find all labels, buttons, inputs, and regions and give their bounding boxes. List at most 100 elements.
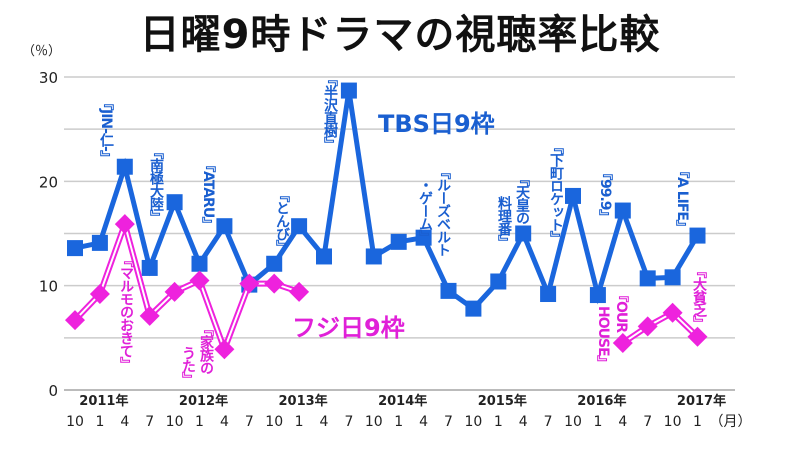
fuji-data-point: [114, 214, 135, 235]
x-tick-label: 1: [693, 414, 702, 430]
annotation-a-life: 『A LIFE』: [674, 164, 690, 233]
fuji-data-point: [662, 302, 683, 323]
x-tick-label: 7: [344, 414, 353, 430]
x-tick-label: 10: [166, 414, 184, 430]
fuji-data-point: [189, 270, 210, 291]
annotation-kazoku-no-uta-1: 『家族の: [198, 322, 214, 374]
fuji-data-point: [164, 281, 185, 302]
year-label: 2014年: [378, 393, 427, 409]
tbs-data-point: [67, 240, 83, 257]
annotation-roosevelt-game-2: ・ゲーム』: [417, 178, 433, 243]
annotation-tonbi: 『とんび』: [274, 188, 290, 253]
tbs-data-point: [565, 187, 581, 204]
year-label: 2016年: [577, 393, 626, 409]
annotation-marumo-no-okite: 『マルモのおきて』: [118, 253, 134, 370]
year-label: 2015年: [478, 393, 527, 409]
fuji-series-line-inner: [74, 220, 300, 353]
x-tick-label: 1: [394, 414, 403, 430]
fuji-data-point: [289, 281, 310, 302]
fuji-data-point: [139, 305, 160, 326]
tbs-data-point: [216, 218, 233, 235]
x-tick-label: 4: [220, 414, 229, 430]
x-tick-label: 7: [444, 414, 453, 430]
x-tick-label: 1: [494, 414, 503, 430]
year-label: 2017年: [677, 393, 726, 409]
x-tick-label: 1: [95, 414, 104, 430]
annotation-ataru: 『ATARU』: [200, 158, 216, 231]
x-tick-label: 1: [593, 414, 602, 430]
tbs-data-point: [515, 225, 532, 242]
x-tick-label: 7: [544, 414, 553, 430]
x-tick-label: 10: [66, 414, 84, 430]
x-tick-label: 4: [618, 414, 627, 430]
tbs-data-point: [116, 158, 133, 175]
tbs-data-point: [639, 270, 656, 287]
x-tick-label: 10: [664, 414, 682, 430]
annotation-99-9: 『99.9』: [597, 166, 613, 223]
annotation-nankyoku-tairiku: 『南極大陸』: [148, 145, 164, 223]
tbs-data-point: [316, 248, 332, 265]
tbs-data-point: [291, 218, 308, 235]
fuji-data-point: [612, 333, 633, 354]
x-tick-label: 7: [145, 414, 154, 430]
x-tick-label: 7: [643, 414, 652, 430]
legend-fuji: フジ日9枠: [292, 314, 405, 342]
y-axis-unit: （％）: [22, 44, 62, 59]
x-tick-label: 1: [295, 414, 304, 430]
tbs-data-point: [664, 269, 681, 286]
tbs-data-point: [91, 234, 108, 251]
x-axis-unit: （月）: [710, 414, 752, 430]
y-tick-label: 0: [48, 382, 58, 400]
annotation-shitamachi-rocket: 『下町ロケット』: [548, 140, 564, 244]
tbs-data-point: [540, 286, 557, 303]
tbs-data-point: [440, 282, 457, 299]
tbs-data-point: [166, 194, 183, 211]
x-tick-label: 4: [519, 414, 528, 430]
tbs-data-point: [365, 248, 382, 265]
annotation-our-house-2: HOUSE』: [595, 306, 611, 369]
fuji-data-point: [637, 316, 658, 337]
annotation-tenno-no-ryoriban-1: 『天皇の: [514, 172, 530, 224]
x-tick-label: 4: [120, 414, 129, 430]
x-tick-label: 10: [365, 414, 383, 430]
annotation-our-house-1: 『OUR: [613, 288, 629, 333]
annotation-roosevelt-game-1: 『ルーズベルト: [435, 165, 451, 256]
fuji-data-point: [89, 284, 110, 305]
x-tick-label: 10: [265, 414, 283, 430]
tbs-data-point: [689, 227, 706, 244]
year-label: 2011年: [79, 393, 128, 409]
fuji-data-point: [239, 273, 260, 294]
y-tick-label: 30: [39, 69, 58, 87]
fuji-data-point: [65, 310, 85, 331]
fuji-series-line-inner: [622, 311, 699, 344]
legend-tbs: TBS日9枠: [378, 110, 495, 138]
tbs-data-point: [465, 300, 482, 317]
tbs-data-point: [340, 82, 357, 99]
tbs-data-point: [490, 273, 507, 290]
x-tick-label: 10: [464, 414, 482, 430]
x-tick-label: 4: [320, 414, 329, 430]
y-tick-label: 20: [39, 173, 58, 191]
fuji-data-point: [214, 339, 235, 360]
year-label: 2013年: [279, 393, 328, 409]
x-tick-label: 4: [419, 414, 428, 430]
x-tick-label: 10: [564, 414, 582, 430]
chart-title: 日曜9時ドラマの視聴率比較: [139, 12, 661, 58]
tbs-series-line: [74, 90, 700, 312]
tbs-data-point: [589, 287, 606, 304]
tbs-data-point: [266, 255, 283, 272]
y-tick-label: 10: [39, 278, 58, 296]
tbs-data-point: [390, 233, 407, 250]
annotation-hanzawa-naoki: 『半沢直樹』: [322, 72, 338, 150]
annotation-kazoku-no-uta-2: うた』: [180, 346, 196, 385]
tbs-data-point: [415, 229, 432, 246]
fuji-data-point: [264, 273, 285, 294]
tbs-data-point: [141, 259, 158, 276]
tbs-data-point: [191, 255, 208, 272]
x-tick-label: 7: [245, 414, 254, 430]
tbs-data-point: [614, 202, 631, 219]
fuji-data-point: [687, 326, 708, 347]
annotation-daibinbou: 『大貧乏』: [691, 264, 707, 329]
annotation-jin: 『JIN-仁-』: [98, 96, 114, 164]
